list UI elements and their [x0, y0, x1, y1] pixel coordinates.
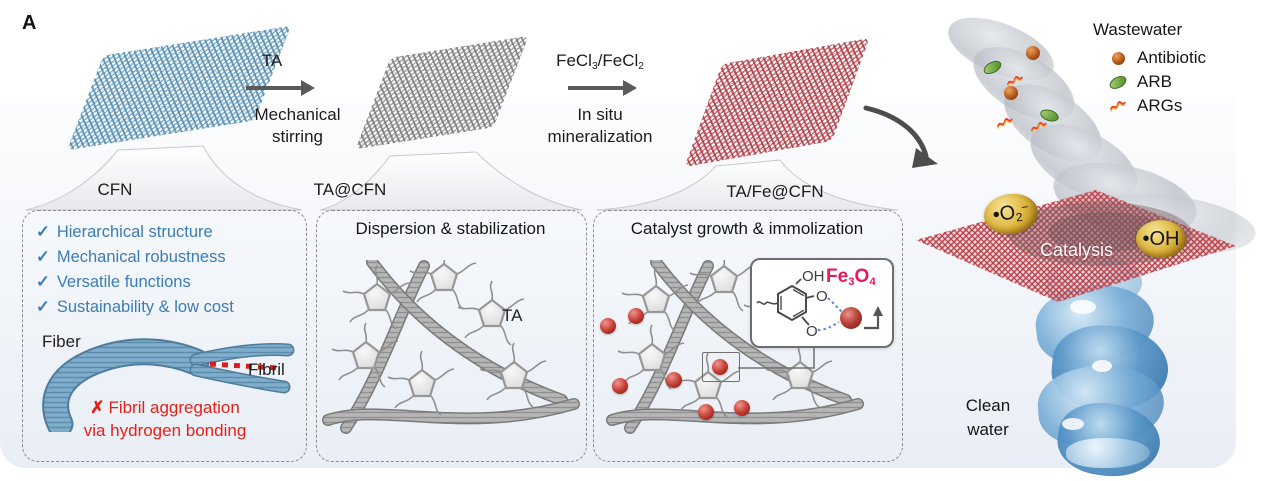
fe3o4-sphere-icon	[840, 307, 862, 329]
arrow1-reagent: TA	[261, 51, 283, 70]
cfn-feature-list: ✓ Hierarchical structure ✓ Mechanical robu…	[36, 220, 234, 320]
args-gene-icon	[1110, 101, 1126, 112]
feature-item: ✓ Sustainability & low cost	[36, 298, 234, 316]
oxygen-upper-label: O	[816, 288, 828, 305]
clean-water-splash	[1066, 438, 1150, 468]
water-glint	[1092, 360, 1112, 372]
fe3o4-nanoparticle	[600, 318, 616, 334]
water-glint	[1070, 300, 1096, 314]
cfn-label: CFN	[97, 180, 133, 199]
callout-line	[738, 346, 815, 369]
args-gene-icon	[1007, 76, 1023, 87]
cross-icon: ✗	[90, 398, 105, 417]
ta-detail-box	[316, 210, 587, 462]
reaction-arrow-2	[568, 80, 637, 96]
feature-item: ✓ Mechanical robustness	[36, 248, 226, 266]
arrow1-condition: Mechanical stirring	[254, 105, 341, 146]
tafe-cfn-label: TA/Fe@CFN	[726, 182, 824, 201]
cfn-detail-box	[22, 210, 307, 462]
clean-water-label: Clean water	[965, 396, 1011, 439]
fe-detail-box	[593, 210, 903, 462]
fe3o4-nanoparticle	[734, 400, 750, 416]
ta-molecule-label: TA	[502, 306, 523, 325]
panel-label: A	[22, 12, 37, 34]
fe3o4-nanoparticle	[698, 404, 714, 420]
catalysis-label: Catalysis	[1040, 240, 1114, 260]
antibiotic-sphere-icon	[1111, 51, 1125, 65]
fe-fiber-network	[606, 260, 864, 434]
water-glint	[1062, 418, 1084, 430]
antibiotic-sphere-icon	[1004, 86, 1018, 100]
nanoparticle-highlight-rect	[702, 352, 740, 382]
ta-fiber-network	[322, 260, 580, 434]
arb-bacterium-icon	[1107, 72, 1129, 92]
formation-arrow-icon	[873, 306, 883, 316]
fiber-label: Fiber	[42, 332, 81, 351]
hydroxyl-radical-badge: •OH	[1136, 220, 1186, 258]
arrow2-condition: In situ mineralization	[547, 105, 653, 146]
reaction-arrow-1	[246, 80, 315, 96]
fe3o4-nanoparticle	[612, 378, 628, 394]
antibiotic-sphere-icon	[1026, 46, 1040, 60]
fe3o4-nanoparticle	[666, 372, 682, 388]
legend-item-antibiotic: Antibiotic	[1109, 46, 1206, 70]
fibril-label: Fibril	[248, 360, 285, 379]
args-gene-icon	[1031, 122, 1047, 133]
hydroxyl-oh-label: OH	[802, 268, 825, 285]
check-icon: ✓	[36, 298, 50, 316]
check-icon: ✓	[36, 248, 50, 266]
args-gene-icon	[997, 118, 1013, 129]
wastewater-legend: Wastewater Antibiotic ARB ARGs	[1093, 20, 1206, 118]
fiber-fibril-illustration	[42, 338, 295, 432]
curved-flow-arrow	[863, 105, 938, 168]
legend-title: Wastewater	[1093, 20, 1183, 39]
ta-box-title: Dispersion & stabilization	[355, 219, 546, 238]
check-icon: ✓	[36, 223, 50, 241]
arrow2-reagent: FeCl3/FeCl2	[556, 51, 644, 72]
catechol-binding-inset: OH O O Fe3O4	[750, 258, 894, 348]
fe-box-title: Catalyst growth & immolization	[630, 219, 864, 238]
fe3o4-nanoparticle	[712, 359, 728, 375]
feature-item: ✓ Hierarchical structure	[36, 223, 213, 241]
fibril-aggregation-warning: ✗ Fibril aggregation via hydrogen bonding	[83, 398, 247, 440]
legend-item-args: ARGs	[1109, 94, 1206, 118]
oxygen-lower-label: O	[806, 323, 818, 340]
check-icon: ✓	[36, 273, 50, 291]
catechol-structure: OH O O	[756, 268, 883, 340]
ta-cfn-label: TA@CFN	[313, 180, 387, 199]
legend-item-arb: ARB	[1107, 70, 1206, 94]
fe3o4-formula: Fe3O4	[826, 266, 876, 289]
feature-item: ✓ Versatile functions	[36, 273, 191, 291]
fe3o4-nanoparticle	[628, 308, 644, 324]
